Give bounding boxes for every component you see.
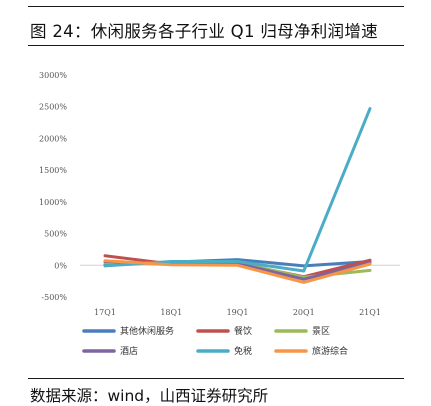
y-axis-labels: -500% 0% 500% 1000% 1500% 2000% 2500% 3000% xyxy=(39,71,67,302)
y-tick-label: 2500% xyxy=(39,103,67,112)
y-tick-label: 0% xyxy=(54,261,67,270)
y-tick-label: 1500% xyxy=(39,166,67,175)
line-chart: -500% 0% 500% 1000% 1500% 2000% 2500% 3000% 17Q… xyxy=(39,71,400,357)
x-tick-label: 20Q1 xyxy=(293,308,315,317)
x-tick-label: 21Q1 xyxy=(359,308,381,317)
y-tick-label: 1000% xyxy=(39,198,67,207)
title-rule xyxy=(28,45,404,46)
series-line xyxy=(103,259,372,284)
legend-label: 景区 xyxy=(312,326,330,337)
x-tick-label: 19Q1 xyxy=(227,308,249,317)
x-axis-labels: 17Q1 18Q1 19Q1 20Q1 21Q1 xyxy=(94,308,381,317)
legend-label: 免税 xyxy=(234,345,252,357)
series-lines xyxy=(103,107,372,284)
bottom-rule xyxy=(28,378,404,379)
x-tick-label: 17Q1 xyxy=(94,308,116,317)
figure-title: 图 24：休闲服务各子行业 Q1 归母净利润增速 xyxy=(30,22,378,41)
top-rule xyxy=(28,6,404,7)
legend-label: 旅游综合 xyxy=(312,345,348,357)
y-tick-label: 500% xyxy=(44,230,67,239)
x-tick-label: 18Q1 xyxy=(160,308,182,317)
legend-label: 餐饮 xyxy=(234,325,252,337)
series-line xyxy=(103,107,372,273)
legend-label: 酒店 xyxy=(120,345,138,357)
legend-label: 其他休闲服务 xyxy=(120,325,174,337)
y-tick-label: -500% xyxy=(41,293,67,302)
y-tick-label: 2000% xyxy=(39,134,67,143)
figure-source: 数据来源：wind，山西证券研究所 xyxy=(30,387,269,405)
y-tick-label: 3000% xyxy=(39,71,67,80)
